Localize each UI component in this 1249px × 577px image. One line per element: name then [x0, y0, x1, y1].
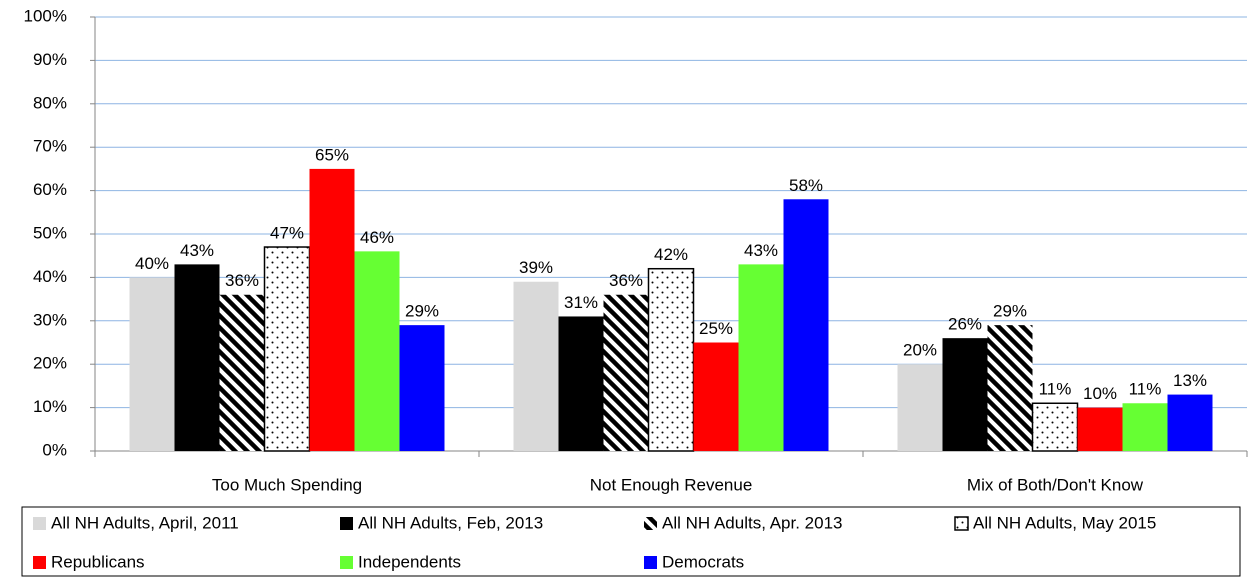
- bar: [1077, 407, 1123, 451]
- x-tick-label: Mix of Both/Don't Know: [967, 475, 1144, 494]
- legend-label: All NH Adults, April, 2011: [51, 513, 239, 532]
- value-label: 36%: [609, 271, 643, 290]
- legend-swatch: [33, 517, 46, 530]
- value-label: 11%: [1039, 380, 1072, 399]
- value-label: 43%: [180, 241, 214, 260]
- bar: [263, 246, 311, 452]
- legend-label: All NH Adults, Apr. 2013: [662, 513, 843, 532]
- x-tick-label: Not Enough Revenue: [590, 475, 753, 494]
- value-label: 42%: [654, 245, 688, 264]
- value-label: 46%: [360, 228, 394, 247]
- value-label: 40%: [135, 254, 169, 273]
- bar: [129, 277, 175, 451]
- value-label: 43%: [744, 241, 778, 260]
- bar: [603, 294, 649, 451]
- value-label: 26%: [948, 315, 982, 334]
- legend-label: All NH Adults, May 2015: [973, 513, 1156, 532]
- legend-label: All NH Adults, Feb, 2013: [358, 513, 543, 532]
- bar: [174, 264, 220, 451]
- bar: [513, 281, 559, 451]
- value-label: 29%: [993, 302, 1027, 321]
- value-label: 36%: [225, 271, 259, 290]
- value-label: 47%: [270, 224, 304, 243]
- bar: [738, 264, 784, 451]
- bar: [942, 338, 988, 451]
- bar: [309, 168, 355, 451]
- bar: [219, 294, 265, 451]
- legend-label: Democrats: [662, 552, 744, 571]
- y-tick-label: 80%: [33, 93, 67, 112]
- legend-swatch: [644, 517, 657, 530]
- legend-swatch: [340, 556, 353, 569]
- value-label: 65%: [315, 145, 349, 164]
- value-label: 11%: [1129, 380, 1162, 399]
- value-label: 25%: [699, 319, 733, 338]
- bar: [1031, 402, 1079, 452]
- legend-label: Republicans: [51, 552, 145, 571]
- y-tick-label: 100%: [24, 6, 67, 25]
- value-label: 13%: [1173, 371, 1207, 390]
- bar: [897, 364, 943, 451]
- bar: [1167, 394, 1213, 451]
- bar: [354, 251, 400, 451]
- value-label: 31%: [564, 293, 598, 312]
- y-tick-label: 50%: [33, 223, 67, 242]
- bar: [399, 325, 445, 451]
- legend-label: Independents: [358, 552, 461, 571]
- y-tick-label: 90%: [33, 50, 67, 69]
- value-label: 10%: [1083, 384, 1117, 403]
- bar: [987, 325, 1033, 451]
- x-tick-label: Too Much Spending: [212, 475, 362, 494]
- y-tick-label: 0%: [42, 440, 67, 459]
- y-tick-label: 60%: [33, 180, 67, 199]
- bar: [783, 199, 829, 451]
- legend-swatch: [340, 517, 353, 530]
- legend-swatch: [644, 556, 657, 569]
- legend-box: [21, 506, 1241, 577]
- y-tick-label: 70%: [33, 137, 67, 156]
- y-tick-label: 40%: [33, 267, 67, 286]
- value-label: 29%: [405, 302, 439, 321]
- legend-swatch: [954, 516, 969, 531]
- y-tick-label: 10%: [33, 397, 67, 416]
- value-label: 39%: [519, 258, 553, 277]
- value-label: 58%: [789, 176, 823, 195]
- y-tick-label: 20%: [33, 354, 67, 373]
- bar: [693, 342, 739, 451]
- bar: [647, 267, 695, 452]
- value-label: 20%: [903, 341, 937, 360]
- y-tick-label: 30%: [33, 310, 67, 329]
- bar: [558, 316, 604, 451]
- bar: [1122, 403, 1168, 451]
- legend-swatch: [33, 556, 46, 569]
